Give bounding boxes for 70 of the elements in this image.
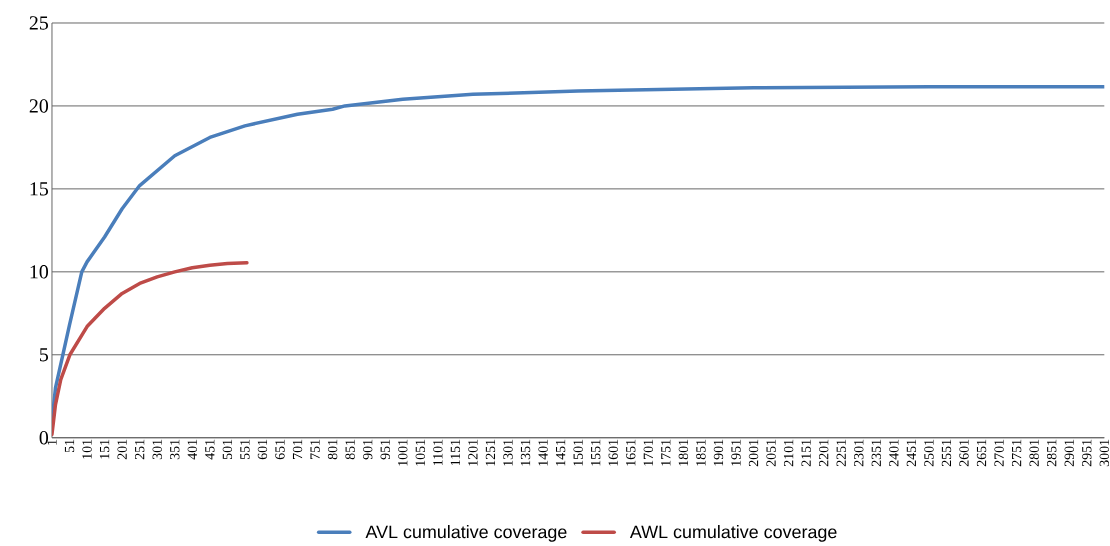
x-tick-label: 2601 [959,439,969,467]
x-tick-label: 701 [292,439,303,460]
x-tick-label: 2901 [1064,439,1074,467]
x-tick-label: 351 [170,439,180,460]
x-tick-label: 951 [380,439,390,460]
y-tick-label: 5 [39,348,49,362]
x-tick-label: 1401 [538,439,548,466]
x-tick-label: 201 [117,439,127,460]
x-tick-label: 401 [187,439,197,460]
x-tick-label: 2751 [1011,439,1022,467]
x-tick-label: 2451 [906,439,917,467]
x-tick-label: 2301 [854,439,864,467]
x-tick-label: 1051 [415,439,425,466]
x-tick-label: 101 [82,439,92,459]
x-tick-label: 601 [257,439,268,460]
legend-label: AVL cumulative coverage [365,525,567,542]
x-tick-label: 2251 [836,439,846,467]
x-tick-label: 301 [152,439,162,460]
y-tick-label: 20 [29,99,49,113]
x-tick-label: 1001 [398,439,408,466]
x-tick-label: 1101 [433,439,443,466]
x-tick-label: 2651 [976,439,987,467]
x-tick-label: 151 [99,439,110,459]
x-tick-label: 1951 [731,439,741,466]
x-tick-label: 51 [64,439,75,453]
x-tick-label: 2151 [801,439,811,467]
x-tick-label: 1601 [608,439,618,466]
x-tick-label: 2051 [766,439,776,467]
x-tick-label: 1751 [661,439,671,466]
x-tick-label: 2951 [1082,439,1092,467]
x-tick-label: 2501 [924,439,934,467]
x-tick-label: 651 [275,439,285,460]
x-tick-label: 1801 [678,439,689,466]
x-tick-label: 2001 [748,439,759,467]
x-tick-label: 901 [362,439,373,460]
x-tick-label: 1701 [643,439,654,466]
y-tick-label: 15 [30,182,49,196]
x-tick-label: 2851 [1046,439,1057,467]
x-tick-label: 451 [205,439,215,460]
x-tick-label: 3001 [1099,439,1110,467]
x-tick-label: 1 [47,439,57,445]
x-tick-label: 1651 [626,439,636,466]
y-tick-label: 10 [30,265,49,279]
x-tick-label: 551 [240,439,250,460]
x-tick-label: 251 [134,439,145,460]
x-tick-label: 1201 [468,439,478,466]
x-tick-label: 1151 [450,439,461,466]
x-tick-label: 2401 [889,439,899,467]
x-tick-label: 2701 [994,439,1004,467]
x-tick-label: 1851 [696,439,706,466]
x-tick-label: 1551 [591,439,601,466]
x-tick-label: 751 [310,439,320,460]
x-tick-label: 501 [222,439,233,460]
y-tick-label: 0 [39,431,49,445]
x-tick-label: 1301 [503,439,513,466]
legend-label: AWL cumulative coverage [629,525,837,542]
x-tick-label: 2801 [1029,439,1039,467]
x-tick-label: 2551 [941,439,952,467]
x-tick-label: 1451 [555,439,566,466]
y-tick-label: 25 [29,16,49,30]
x-tick-label: 1501 [573,439,583,466]
x-tick-label: 2201 [818,439,829,467]
x-tick-label: 1351 [520,439,531,466]
line-series [51,261,249,437]
x-tick-label: 2101 [783,439,794,467]
x-tick-label: 1901 [713,439,724,466]
x-tick-label: 851 [345,439,355,460]
x-tick-label: 801 [327,439,338,460]
x-tick-label: 2351 [871,439,881,467]
x-tick-label: 1251 [485,439,496,466]
